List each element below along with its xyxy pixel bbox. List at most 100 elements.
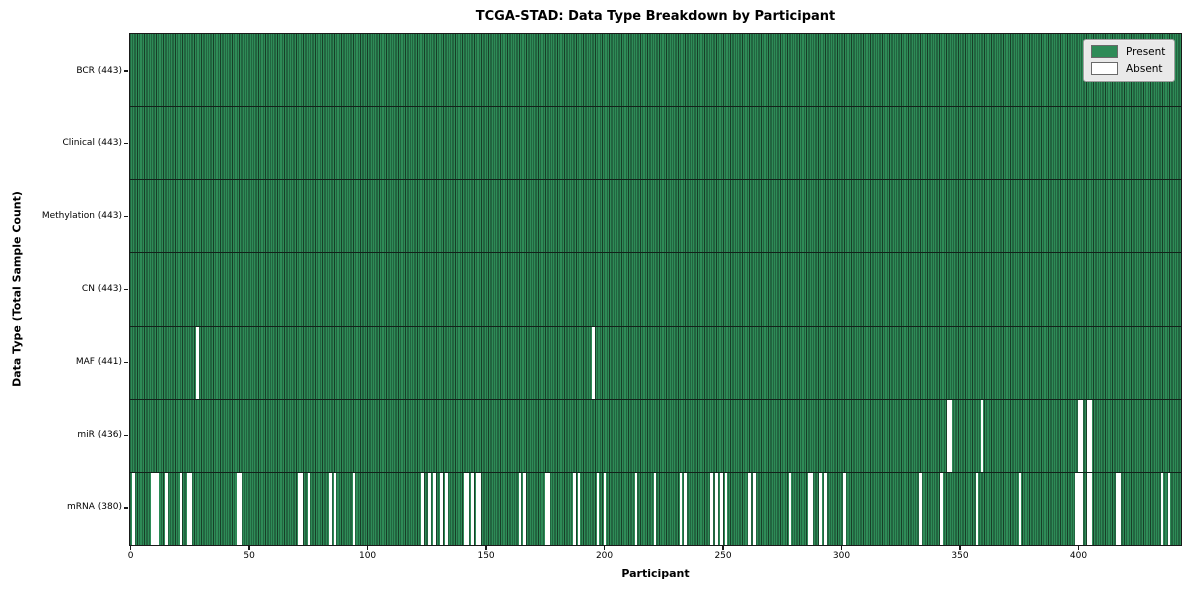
x-tick-label: 150 bbox=[477, 551, 495, 561]
y-tick-mark bbox=[124, 70, 128, 72]
heatmap-row-mrna bbox=[130, 471, 1181, 545]
absent-stripe bbox=[1077, 472, 1081, 545]
absent-stripe bbox=[634, 472, 638, 545]
absent-stripe bbox=[153, 472, 157, 545]
y-tick-mark bbox=[124, 143, 128, 145]
x-tick-label: 50 bbox=[243, 551, 255, 561]
absent-stripe bbox=[433, 472, 436, 545]
absent-stripe bbox=[518, 472, 522, 545]
absent-stripe bbox=[445, 472, 448, 545]
x-tick-label: 300 bbox=[832, 551, 851, 561]
absent-stripe bbox=[466, 472, 469, 545]
absent-stripe bbox=[1115, 472, 1119, 545]
absent-stripe bbox=[328, 472, 332, 545]
absent-stripe bbox=[653, 472, 657, 545]
absent-stripe bbox=[1167, 472, 1171, 545]
y-tick-mark bbox=[124, 434, 128, 436]
absent-stripe bbox=[1080, 399, 1083, 472]
y-tick-label: miR (436) bbox=[77, 429, 122, 440]
absent-stripe bbox=[464, 472, 467, 545]
absent-stripe bbox=[710, 472, 714, 545]
heatmap-row-cn bbox=[130, 252, 1181, 326]
absent-stripe bbox=[1080, 472, 1083, 545]
absent-stripe bbox=[186, 472, 190, 545]
absent-stripe bbox=[475, 472, 479, 545]
y-tick-label: mRNA (380) bbox=[67, 502, 122, 513]
absent-stripe bbox=[975, 472, 979, 545]
absent-stripe bbox=[592, 326, 595, 399]
x-tick-mark bbox=[1077, 546, 1080, 550]
x-tick-label: 250 bbox=[714, 551, 732, 561]
absent-stripe bbox=[724, 472, 728, 545]
absent-stripe bbox=[1075, 472, 1079, 545]
absent-stripe bbox=[980, 399, 984, 472]
legend: Present Absent bbox=[1083, 39, 1176, 82]
absent-stripe bbox=[440, 472, 443, 545]
absent-stripe bbox=[300, 472, 304, 545]
absent-stripe bbox=[947, 399, 951, 472]
absent-stripe bbox=[236, 472, 240, 545]
absent-stripe bbox=[179, 472, 183, 545]
absent-stripe bbox=[333, 472, 337, 545]
absent-stripe bbox=[919, 472, 922, 545]
y-tick-mark bbox=[124, 361, 128, 363]
absent-stripe bbox=[573, 472, 576, 545]
x-tick-label: 0 bbox=[127, 551, 134, 561]
x-tick-mark bbox=[130, 546, 132, 550]
y-tick-label: BCR (443) bbox=[76, 65, 122, 76]
x-tick-mark bbox=[959, 546, 961, 550]
absent-stripe bbox=[1087, 399, 1090, 472]
heatmap-row-maf bbox=[130, 325, 1181, 399]
heatmap-row-mir bbox=[130, 398, 1181, 472]
absent-stripe bbox=[843, 472, 846, 545]
absent-stripe bbox=[471, 472, 474, 545]
absent-stripe bbox=[940, 472, 943, 545]
x-tick-label: 400 bbox=[1069, 551, 1088, 561]
absent-stripe bbox=[1077, 399, 1081, 472]
present-swatch-icon bbox=[1091, 45, 1118, 58]
absent-stripe bbox=[546, 472, 550, 545]
heatmap-row-bcr bbox=[130, 34, 1181, 107]
x-tick-label: 200 bbox=[595, 551, 614, 561]
absent-stripe bbox=[421, 472, 424, 545]
absent-stripe bbox=[788, 472, 792, 545]
absent-stripe bbox=[238, 472, 242, 545]
absent-stripe bbox=[603, 472, 607, 545]
x-tick-mark bbox=[840, 546, 843, 550]
absent-stripe bbox=[1118, 472, 1121, 545]
absent-stripe bbox=[807, 472, 811, 545]
absent-stripe bbox=[719, 472, 723, 545]
y-tick-mark bbox=[124, 507, 128, 509]
absent-stripe bbox=[298, 472, 301, 545]
absent-stripe bbox=[523, 472, 526, 545]
x-tick-mark bbox=[722, 546, 724, 550]
absent-stripe bbox=[155, 472, 159, 545]
x-tick-mark bbox=[366, 546, 369, 550]
x-tick-mark bbox=[248, 546, 250, 550]
absent-stripe bbox=[1018, 472, 1022, 545]
absent-stripe bbox=[196, 326, 199, 399]
absent-stripe bbox=[596, 472, 600, 545]
y-tick-label: MAF (441) bbox=[75, 356, 122, 367]
heatmap-row-methylation bbox=[130, 179, 1181, 253]
absent-stripe bbox=[819, 472, 823, 545]
absent-swatch-icon bbox=[1091, 62, 1118, 75]
absent-stripe bbox=[165, 472, 169, 545]
absent-stripe bbox=[715, 472, 718, 545]
heatmap-row-clinical bbox=[130, 106, 1181, 180]
legend-entry-present: Present bbox=[1091, 45, 1165, 58]
absent-stripe bbox=[679, 472, 683, 545]
y-tick-mark bbox=[124, 216, 128, 218]
absent-stripe bbox=[307, 472, 311, 545]
legend-entry-absent: Absent bbox=[1091, 62, 1165, 75]
absent-stripe bbox=[478, 472, 481, 545]
absent-stripe bbox=[1089, 399, 1093, 472]
absent-stripe bbox=[132, 472, 135, 545]
absent-stripe bbox=[151, 472, 154, 545]
absent-stripe bbox=[577, 472, 581, 545]
absent-stripe bbox=[189, 472, 192, 545]
x-axis-label: Participant bbox=[621, 567, 690, 580]
absent-stripe bbox=[1089, 472, 1093, 545]
absent-stripe bbox=[748, 472, 751, 545]
